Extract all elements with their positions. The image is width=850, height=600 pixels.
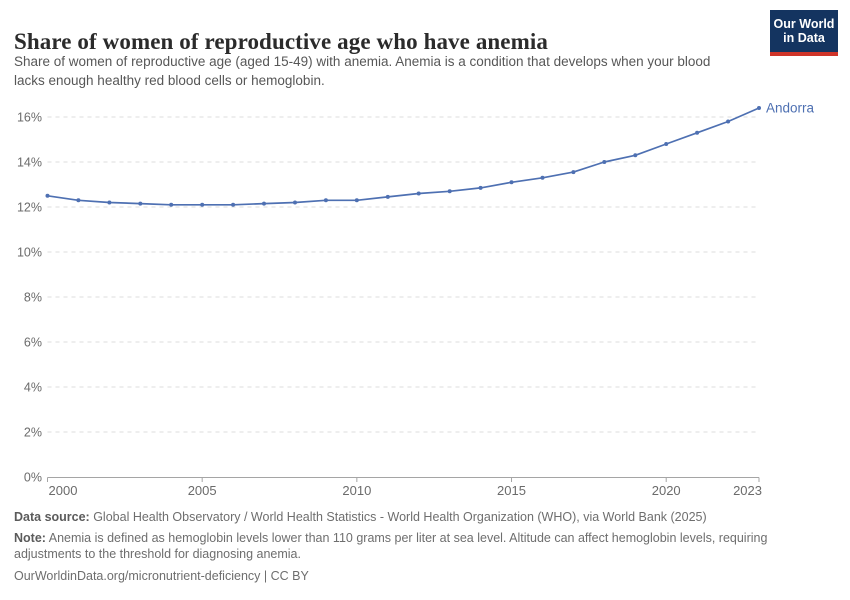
data-point[interactable] [200,202,205,207]
data-point[interactable] [695,130,700,135]
y-axis-tick-label: 2% [24,426,42,440]
series-line-andorra[interactable] [46,107,760,206]
owid-logo[interactable]: Our World in Data [770,10,838,56]
data-source-line: Data source: Global Health Observatory /… [14,509,814,525]
x-axis-tick-label: 2005 [188,483,217,498]
owid-logo-line2: in Data [783,31,825,45]
license-line[interactable]: OurWorldinData.org/micronutrient-deficie… [14,569,309,583]
data-point[interactable] [138,201,143,206]
data-point[interactable] [354,198,359,203]
owid-logo-line1: Our World [773,17,835,31]
note-line: Note: Anemia is defined as hemoglobin le… [14,530,806,562]
data-point[interactable] [45,193,50,198]
note-label: Note: [14,531,46,545]
x-axis-tick-label: 2020 [652,483,681,498]
x-axis-tick-label: 2000 [49,483,78,498]
y-axis-tick-label: 6% [24,336,42,350]
series-label-andorra[interactable]: Andorra [766,101,815,116]
y-axis-tick-label: 14% [17,156,42,170]
y-axis-tick-label: 10% [17,246,42,260]
y-axis-tick-label: 0% [24,471,42,485]
chart-title: Share of women of reproductive age who h… [14,29,548,55]
data-point[interactable] [76,198,81,203]
data-source-label: Data source: [14,510,90,524]
x-axis-tick-label: 2010 [342,483,371,498]
data-point[interactable] [633,153,638,158]
data-point[interactable] [262,201,266,206]
data-point[interactable] [726,119,731,124]
note-text: Anemia is defined as hemoglobin levels l… [14,531,768,561]
data-point[interactable] [169,202,174,207]
x-axis-tick-label: 2015 [497,483,526,498]
data-point[interactable] [509,180,514,185]
data-point[interactable] [602,160,607,164]
data-point[interactable] [293,200,297,205]
data-point[interactable] [571,170,576,175]
x-axis-tick-label: 2023 [733,483,762,498]
y-axis-tick-label: 16% [17,111,42,125]
data-point[interactable] [478,185,483,190]
y-axis-tick-label: 8% [24,291,42,305]
y-axis-tick-label: 4% [24,381,42,395]
data-point[interactable] [385,194,390,199]
y-axis-tick-label: 12% [17,201,42,215]
data-point[interactable] [107,200,112,205]
data-point[interactable] [757,106,761,110]
data-point[interactable] [323,198,328,203]
data-point[interactable] [540,175,545,180]
chart-subtitle: Share of women of reproductive age (aged… [14,54,711,88]
data-point[interactable] [416,191,421,196]
data-point[interactable] [664,142,669,146]
data-point[interactable] [447,189,452,194]
data-point[interactable] [231,202,236,207]
data-source-text: Global Health Observatory / World Health… [89,510,707,524]
